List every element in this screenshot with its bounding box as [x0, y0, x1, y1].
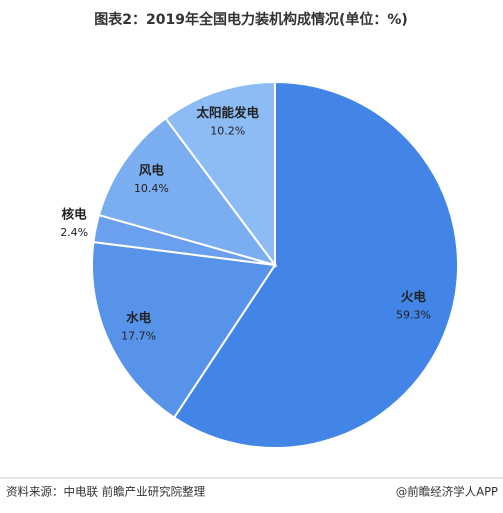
slice-label: 风电 — [139, 162, 165, 177]
pie-slice — [97, 116, 278, 267]
slice-label: 水电 — [126, 310, 152, 325]
source: 资料来源：中电联 前瞻产业研究院整理 — [6, 485, 206, 499]
pie-slice — [91, 240, 277, 420]
slice-value-label: 10.4% — [134, 182, 169, 195]
slice-value-label: 17.7% — [121, 330, 156, 343]
watermark: @前瞻经济学人APP — [396, 485, 498, 499]
slice-value-label: 2.4% — [60, 226, 88, 239]
slice-value-label: 59.3% — [396, 309, 431, 322]
pie: 火电 59.3% 水电 17.7% 核电 2.4% 风电 10.4% 太阳能发电 10.2% — [60, 80, 459, 449]
chart-title: 图表2：2019年全国电力装机构成情况(单位：%) — [94, 11, 408, 28]
slice-label: 太阳能发电 — [196, 105, 259, 120]
pie-slice — [164, 80, 276, 269]
slice-label: 核电 — [62, 207, 88, 222]
pie-slice — [172, 80, 459, 449]
slice-label: 火电 — [401, 289, 427, 304]
slice-value-label: 10.2% — [210, 125, 245, 138]
